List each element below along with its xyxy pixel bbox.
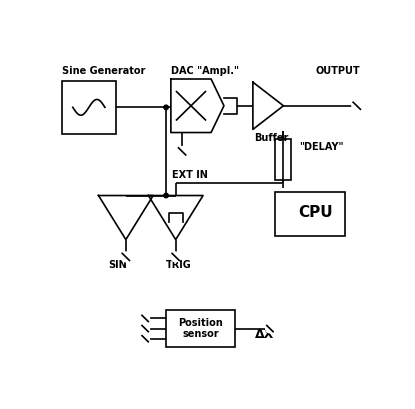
Circle shape xyxy=(177,147,187,156)
Circle shape xyxy=(164,105,168,110)
Bar xyxy=(276,192,344,236)
Text: OUTPUT: OUTPUT xyxy=(315,66,360,76)
Bar xyxy=(61,81,116,134)
Circle shape xyxy=(266,324,274,333)
Circle shape xyxy=(171,252,181,262)
Circle shape xyxy=(141,315,149,323)
Text: Sine Generator: Sine Generator xyxy=(61,66,145,76)
Bar xyxy=(276,139,291,180)
Polygon shape xyxy=(171,79,224,133)
Circle shape xyxy=(164,193,168,198)
Circle shape xyxy=(352,101,361,110)
Text: EXT IN: EXT IN xyxy=(173,170,208,180)
Text: DAC "Ampl.": DAC "Ampl." xyxy=(171,66,239,76)
Text: Buffer: Buffer xyxy=(254,133,289,142)
Circle shape xyxy=(141,335,149,343)
Text: CPU: CPU xyxy=(298,205,333,220)
Text: TRIG: TRIG xyxy=(166,260,192,270)
Text: "DELAY": "DELAY" xyxy=(300,142,344,152)
Polygon shape xyxy=(253,82,283,129)
Bar xyxy=(166,310,235,347)
Polygon shape xyxy=(149,196,203,240)
Polygon shape xyxy=(98,196,153,240)
Text: Position
sensor: Position sensor xyxy=(178,318,223,339)
Circle shape xyxy=(141,324,149,333)
Text: SIN: SIN xyxy=(108,260,127,270)
Circle shape xyxy=(121,252,131,262)
Text: ΔX: ΔX xyxy=(254,328,274,341)
